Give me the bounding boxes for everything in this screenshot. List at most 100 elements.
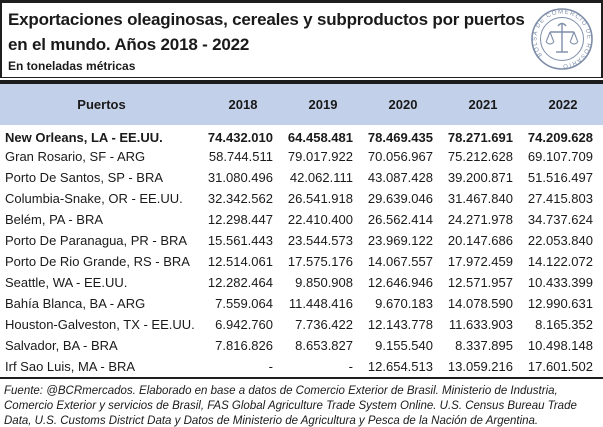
port-cell: Bahía Blanca, BA - ARG xyxy=(5,296,146,311)
units-subtitle: En toneladas métricas xyxy=(8,59,136,73)
value-cell: 8.653.827 xyxy=(295,338,353,353)
value-cell: 24.271.978 xyxy=(447,212,513,227)
value-cell: 39.200.871 xyxy=(447,170,513,185)
table-row: Porto De Rio Grande, RS - BRA 12.514.061… xyxy=(0,251,603,272)
value-cell: - xyxy=(268,359,273,374)
table-body: New Orleans, LA - EE.UU. 74.432.010 64.4… xyxy=(0,125,603,377)
title-block: Exportaciones oleaginosas, cereales y su… xyxy=(0,0,603,78)
value-cell: 69.107.709 xyxy=(527,149,593,164)
value-cell: 32.342.562 xyxy=(207,191,273,206)
exports-table-wrap: Puertos 2018 2019 2020 2021 2022 New Orl… xyxy=(0,84,603,379)
port-cell: Belém, PA - BRA xyxy=(5,212,104,227)
port-cell: Houston-Galveston, TX - EE.UU. xyxy=(5,317,195,332)
value-cell: 14.067.557 xyxy=(367,254,433,269)
value-cell: 12.514.061 xyxy=(207,254,273,269)
value-cell: 10.433.399 xyxy=(527,275,593,290)
value-cell: 64.458.481 xyxy=(287,129,353,145)
value-cell: 58.744.511 xyxy=(208,149,273,164)
value-cell: 51.516.497 xyxy=(527,170,593,185)
value-cell: 78.469.435 xyxy=(367,129,433,145)
port-cell: Porto De Paranagua, PR - BRA xyxy=(5,233,188,248)
table-row: Porto De Paranagua, PR - BRA 15.561.443 … xyxy=(0,230,603,251)
value-cell: 13.059.216 xyxy=(447,359,513,374)
value-cell: 12.571.957 xyxy=(447,275,513,290)
value-cell: 17.601.502 xyxy=(527,359,593,374)
value-cell: 23.544.573 xyxy=(287,233,353,248)
value-cell: 11.633.903 xyxy=(448,317,513,332)
port-cell: Porto De Santos, SP - BRA xyxy=(5,170,163,185)
value-cell: - xyxy=(348,359,353,374)
value-cell: 26.541.918 xyxy=(287,191,353,206)
value-cell: 27.415.803 xyxy=(527,191,593,206)
value-cell: 8.337.895 xyxy=(455,338,513,353)
port-cell: Seattle, WA - EE.UU. xyxy=(5,275,128,290)
table-row: Porto De Santos, SP - BRA 31.080.496 42.… xyxy=(0,167,603,188)
port-cell: Columbia-Snake, OR - EE.UU. xyxy=(5,191,183,206)
port-cell: New Orleans, LA - EE.UU. xyxy=(5,129,163,145)
value-cell: 12.654.513 xyxy=(367,359,433,374)
value-cell: 79.017.922 xyxy=(287,149,353,164)
value-cell: 31.467.840 xyxy=(447,191,513,206)
port-cell: Gran Rosario, SF - ARG xyxy=(5,149,146,164)
value-cell: 34.737.624 xyxy=(527,212,593,227)
value-cell: 74.432.010 xyxy=(207,129,273,145)
value-cell: 12.143.778 xyxy=(367,317,433,332)
scales-caduceus-glyph xyxy=(545,22,579,53)
value-cell: 20.147.686 xyxy=(447,233,513,248)
value-cell: 17.972.459 xyxy=(447,254,513,269)
table-row: New Orleans, LA - EE.UU. 74.432.010 64.4… xyxy=(0,125,603,146)
value-cell: 70.056.967 xyxy=(367,149,433,164)
value-cell: 14.122.072 xyxy=(527,254,593,269)
value-cell: 7.559.064 xyxy=(215,296,273,311)
source-note: Fuente: @BCRmercados. Elaborado en base … xyxy=(4,385,577,427)
page-title: Exportaciones oleaginosas, cereales y su… xyxy=(8,10,525,54)
table-row: Irf Sao Luis, MA - BRA - - 12.654.513 13… xyxy=(0,356,603,377)
value-cell: 29.639.046 xyxy=(367,191,433,206)
port-cell: Irf Sao Luis, MA - BRA xyxy=(5,359,136,374)
value-cell: 10.498.148 xyxy=(527,338,593,353)
column-header-2021: 2021 xyxy=(443,84,523,125)
value-cell: 8.165.352 xyxy=(535,317,593,332)
value-cell: 14.078.590 xyxy=(447,296,513,311)
value-cell: 23.969.122 xyxy=(367,233,433,248)
column-header-2020: 2020 xyxy=(363,84,443,125)
value-cell: 9.670.183 xyxy=(375,296,433,311)
value-cell: 75.212.628 xyxy=(447,149,513,164)
value-cell: 15.561.443 xyxy=(207,233,273,248)
value-cell: 7.816.826 xyxy=(215,338,273,353)
value-cell: 22.053.840 xyxy=(527,233,593,248)
value-cell: 12.990.631 xyxy=(527,296,593,311)
divider-bar xyxy=(0,80,603,84)
value-cell: 9.850.908 xyxy=(295,275,353,290)
value-cell: 7.736.422 xyxy=(295,317,353,332)
table-row: Houston-Galveston, TX - EE.UU. 6.942.760… xyxy=(0,314,603,335)
value-cell: 43.087.428 xyxy=(367,170,433,185)
value-cell: 17.575.176 xyxy=(287,254,353,269)
column-header-2019: 2019 xyxy=(283,84,363,125)
value-cell: 78.271.691 xyxy=(447,129,513,145)
bcr-seal-icon: BOLSA DE COMERCIO DE ROSARIO xyxy=(531,8,593,70)
table-row: Belém, PA - BRA 12.298.447 22.410.400 26… xyxy=(0,209,603,230)
value-cell: 11.448.416 xyxy=(288,296,353,311)
value-cell: 6.942.760 xyxy=(215,317,273,332)
value-cell: 9.155.540 xyxy=(375,338,433,353)
column-header-2018: 2018 xyxy=(203,84,283,125)
table-row: Salvador, BA - BRA 7.816.826 8.653.827 9… xyxy=(0,335,603,356)
column-header-puertos: Puertos xyxy=(0,84,203,125)
table-row: Bahía Blanca, BA - ARG 7.559.064 11.448.… xyxy=(0,293,603,314)
value-cell: 12.282.464 xyxy=(207,275,273,290)
table-row: Columbia-Snake, OR - EE.UU. 32.342.562 2… xyxy=(0,188,603,209)
value-cell: 12.298.447 xyxy=(207,212,273,227)
value-cell: 12.646.946 xyxy=(367,275,433,290)
header-row: Puertos 2018 2019 2020 2021 2022 xyxy=(0,84,603,125)
port-cell: Porto De Rio Grande, RS - BRA xyxy=(5,254,190,269)
value-cell: 31.080.496 xyxy=(207,170,273,185)
port-cell: Salvador, BA - BRA xyxy=(5,338,118,353)
value-cell: 22.410.400 xyxy=(287,212,353,227)
column-header-2022: 2022 xyxy=(523,84,603,125)
value-cell: 26.562.414 xyxy=(367,212,433,227)
value-cell: 42.062.111 xyxy=(289,170,353,185)
exports-table: Puertos 2018 2019 2020 2021 2022 New Orl… xyxy=(0,84,603,377)
table-row: Seattle, WA - EE.UU. 12.282.464 9.850.90… xyxy=(0,272,603,293)
